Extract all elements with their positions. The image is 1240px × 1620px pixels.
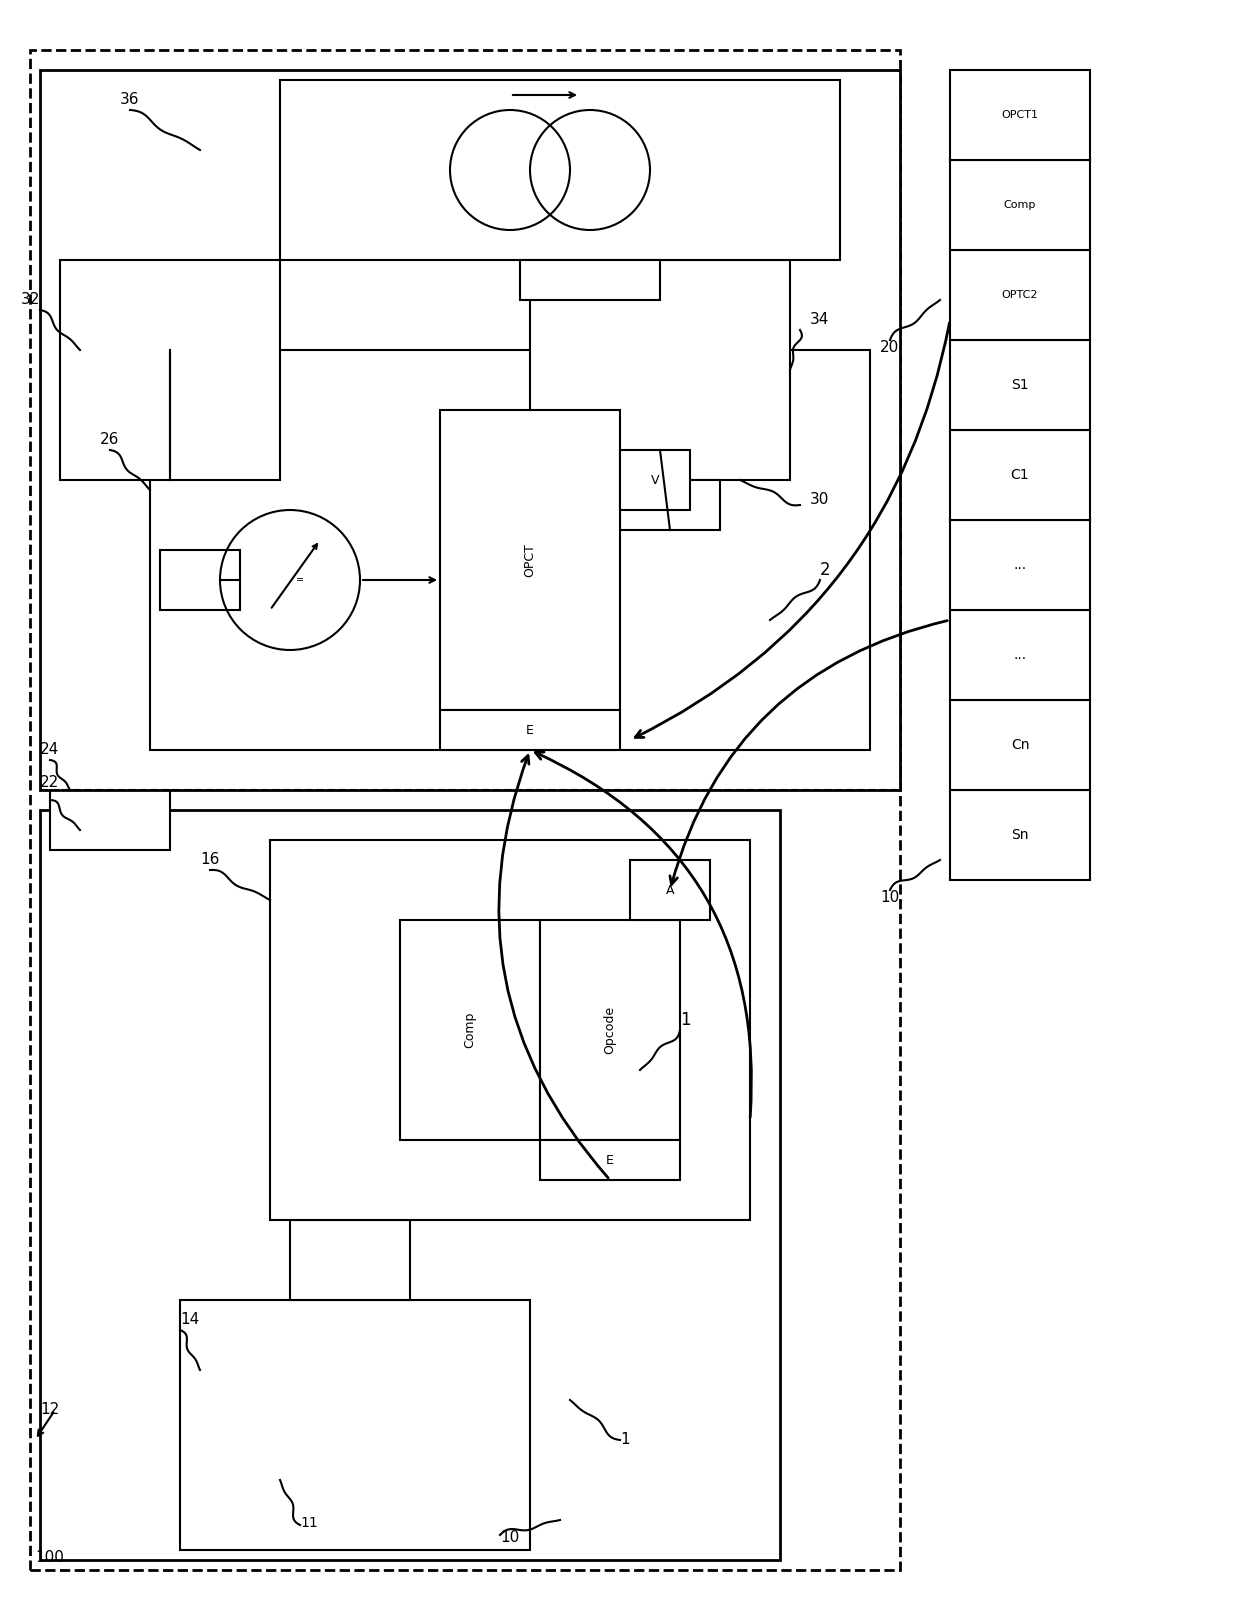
- Text: ...: ...: [1013, 648, 1027, 663]
- Text: Sn: Sn: [1012, 828, 1029, 842]
- Bar: [160, 551, 241, 611]
- Bar: [270, 841, 750, 1220]
- Text: Opcode: Opcode: [604, 1006, 616, 1055]
- FancyArrowPatch shape: [670, 620, 947, 885]
- Text: E: E: [526, 724, 534, 737]
- Bar: [950, 70, 1090, 160]
- Text: Comp: Comp: [1004, 199, 1037, 211]
- Bar: [150, 350, 870, 750]
- Text: OPCT1: OPCT1: [1002, 110, 1039, 120]
- Text: E: E: [606, 1153, 614, 1166]
- Text: 12: 12: [40, 1403, 60, 1418]
- Bar: [60, 259, 280, 480]
- Bar: [950, 160, 1090, 249]
- Text: 100: 100: [35, 1550, 64, 1565]
- Text: C1: C1: [1011, 468, 1029, 483]
- Bar: [520, 259, 660, 300]
- Text: A: A: [666, 883, 675, 896]
- Bar: [440, 410, 620, 710]
- Text: OPCT: OPCT: [523, 543, 537, 577]
- Bar: [950, 520, 1090, 611]
- Bar: [50, 760, 170, 850]
- Text: 32: 32: [21, 293, 40, 308]
- Bar: [950, 611, 1090, 700]
- Text: 34: 34: [810, 313, 830, 327]
- Text: 10: 10: [880, 889, 899, 906]
- Bar: [539, 1140, 680, 1179]
- Text: V: V: [651, 473, 660, 486]
- Text: 14: 14: [180, 1312, 200, 1327]
- Bar: [440, 710, 620, 750]
- FancyArrowPatch shape: [635, 322, 950, 737]
- Text: 16: 16: [200, 852, 219, 867]
- Bar: [950, 700, 1090, 791]
- Bar: [529, 259, 790, 480]
- Text: 26: 26: [100, 433, 119, 447]
- Bar: [950, 429, 1090, 520]
- Bar: [30, 50, 900, 1570]
- Text: 20: 20: [880, 340, 899, 355]
- Text: =: =: [296, 575, 304, 585]
- Bar: [40, 810, 780, 1560]
- Bar: [401, 920, 539, 1140]
- Text: 36: 36: [120, 92, 139, 107]
- Text: 1: 1: [620, 1432, 630, 1448]
- Text: 22: 22: [40, 774, 60, 791]
- Text: 2: 2: [820, 561, 831, 578]
- Text: 11: 11: [300, 1516, 317, 1529]
- Bar: [290, 1220, 410, 1299]
- Bar: [950, 249, 1090, 340]
- Text: S1: S1: [1011, 377, 1029, 392]
- Text: 24: 24: [40, 742, 60, 758]
- Text: OPTC2: OPTC2: [1002, 290, 1038, 300]
- Bar: [950, 791, 1090, 880]
- Bar: [630, 860, 711, 920]
- Text: ...: ...: [1013, 557, 1027, 572]
- Bar: [40, 70, 900, 791]
- Text: 10: 10: [500, 1529, 520, 1545]
- FancyArrowPatch shape: [536, 752, 751, 1118]
- Bar: [950, 340, 1090, 429]
- Text: Cn: Cn: [1011, 739, 1029, 752]
- Bar: [180, 1299, 529, 1550]
- Text: 30: 30: [810, 492, 830, 507]
- Text: 1: 1: [680, 1011, 691, 1029]
- Bar: [539, 920, 680, 1140]
- Bar: [620, 480, 720, 530]
- Text: Comp: Comp: [464, 1012, 476, 1048]
- Bar: [280, 79, 839, 259]
- Bar: [620, 450, 689, 510]
- FancyArrowPatch shape: [498, 755, 608, 1178]
